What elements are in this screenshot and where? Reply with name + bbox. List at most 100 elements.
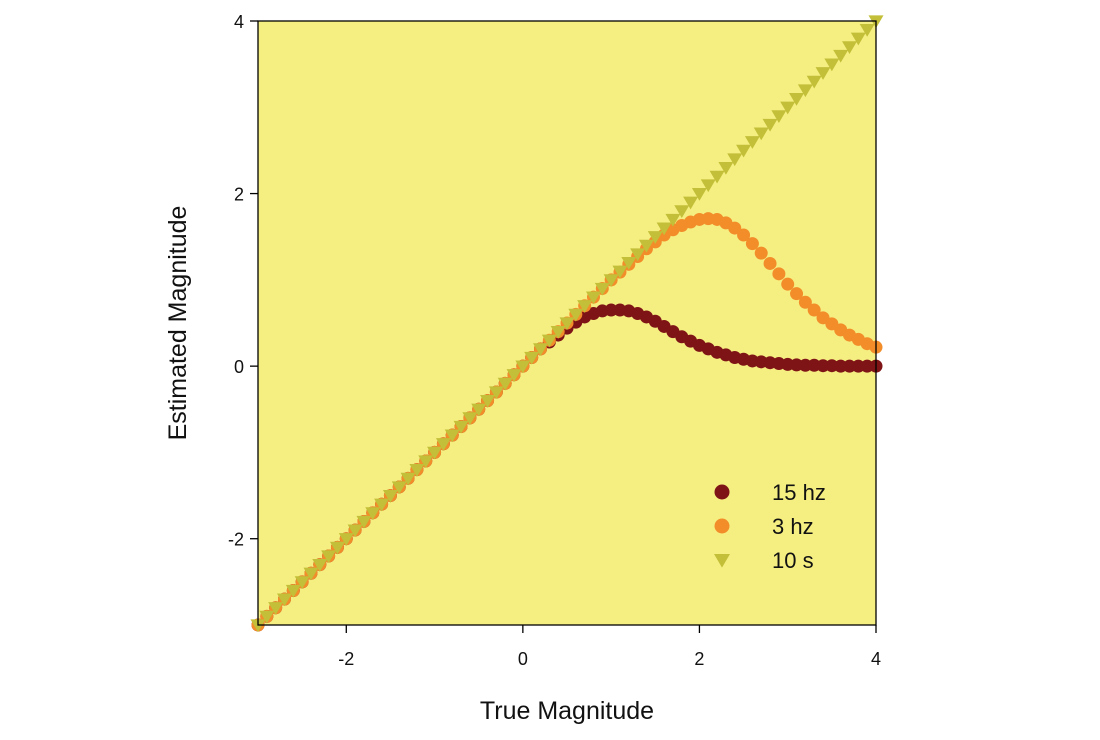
data-point: [382, 489, 398, 503]
legend-label: 3 hz: [772, 514, 814, 539]
data-point: [807, 303, 821, 317]
data-point: [356, 515, 372, 529]
data-point: [737, 228, 751, 242]
data-point: [728, 221, 742, 235]
data-point: [321, 550, 337, 564]
data-point: [524, 351, 540, 365]
data-point: [842, 41, 858, 55]
data-point: [771, 110, 787, 124]
data-point: [338, 533, 354, 546]
data-point: [630, 248, 646, 262]
data-point: [691, 187, 707, 201]
data-point: [647, 231, 663, 244]
data-point: [312, 558, 328, 572]
data-point: [806, 75, 822, 89]
data-point: [790, 287, 804, 301]
data-markers: [250, 15, 884, 633]
data-point: [683, 196, 699, 210]
x-tick-label: -2: [338, 649, 354, 669]
data-point: [789, 93, 805, 106]
data-point: [462, 412, 478, 426]
legend-marker: [714, 518, 730, 534]
x-tick-label: 4: [871, 649, 881, 669]
data-point: [745, 237, 759, 251]
data-point: [744, 136, 760, 149]
data-point: [471, 403, 487, 417]
data-point: [638, 239, 654, 253]
data-point: [656, 222, 672, 236]
data-point: [665, 213, 681, 227]
data-point: [427, 446, 443, 460]
data-point: [762, 118, 778, 132]
data-point: [727, 153, 743, 167]
legend-item: 10 s: [714, 548, 814, 573]
data-point: [798, 295, 812, 309]
data-point: [850, 32, 866, 46]
data-point: [718, 162, 734, 175]
data-point: [250, 619, 266, 633]
data-point: [780, 101, 796, 115]
data-point: [674, 205, 690, 218]
legend: 15 hz 3 hz 10 s: [714, 480, 826, 573]
data-point: [480, 395, 496, 408]
data-point: [409, 464, 425, 477]
data-point: [594, 282, 610, 296]
data-point: [736, 144, 752, 158]
y-tick-label: -2: [228, 530, 244, 550]
data-point: [763, 256, 777, 270]
data-point: [754, 246, 768, 260]
data-point: [268, 602, 284, 615]
data-point: [533, 343, 549, 357]
legend-marker: [714, 484, 730, 500]
legend-item: 3 hz: [714, 514, 814, 539]
x-tick-label: 0: [518, 649, 528, 669]
legend-marker: [714, 554, 730, 568]
data-point: [365, 507, 381, 520]
x-tick-label: 2: [694, 649, 704, 669]
data-point: [259, 610, 275, 624]
data-point: [568, 308, 584, 322]
legend-item: 15 hz: [714, 480, 826, 505]
data-point: [753, 127, 769, 141]
axes: -2 0 2 4 -2 0 2 4: [228, 12, 881, 669]
data-point: [541, 334, 557, 348]
data-point: [621, 256, 637, 270]
plot-frame: [257, 20, 877, 626]
data-point: [700, 179, 716, 193]
data-point: [497, 377, 513, 391]
data-point: [444, 429, 460, 443]
y-tick-label: 2: [234, 185, 244, 205]
data-point: [453, 420, 469, 434]
data-point: [833, 49, 849, 63]
legend-label: 15 hz: [772, 480, 826, 505]
data-point: [400, 472, 416, 486]
data-point: [824, 58, 840, 72]
data-point: [294, 576, 310, 589]
y-tick-label: 4: [234, 12, 244, 32]
data-point: [797, 84, 813, 98]
data-point: [435, 438, 451, 451]
data-point: [709, 170, 725, 184]
data-point: [772, 267, 786, 281]
data-point: [781, 277, 795, 291]
data-point: [488, 386, 504, 400]
data-point: [303, 567, 319, 581]
y-tick-label: 0: [234, 357, 244, 377]
data-point: [374, 498, 390, 512]
data-point: [285, 584, 301, 598]
series-10-s: [250, 15, 884, 633]
data-point: [859, 24, 875, 37]
y-axis-title: Estimated Magnitude: [164, 206, 192, 441]
legend-label: 10 s: [772, 548, 814, 573]
data-point: [612, 265, 628, 279]
data-point: [347, 524, 363, 538]
data-point: [577, 300, 593, 313]
data-point: [515, 360, 531, 374]
data-point: [550, 326, 566, 339]
data-point: [418, 455, 434, 469]
data-point: [276, 593, 292, 607]
data-point: [585, 291, 601, 305]
data-point: [603, 274, 619, 287]
data-point: [329, 541, 345, 555]
